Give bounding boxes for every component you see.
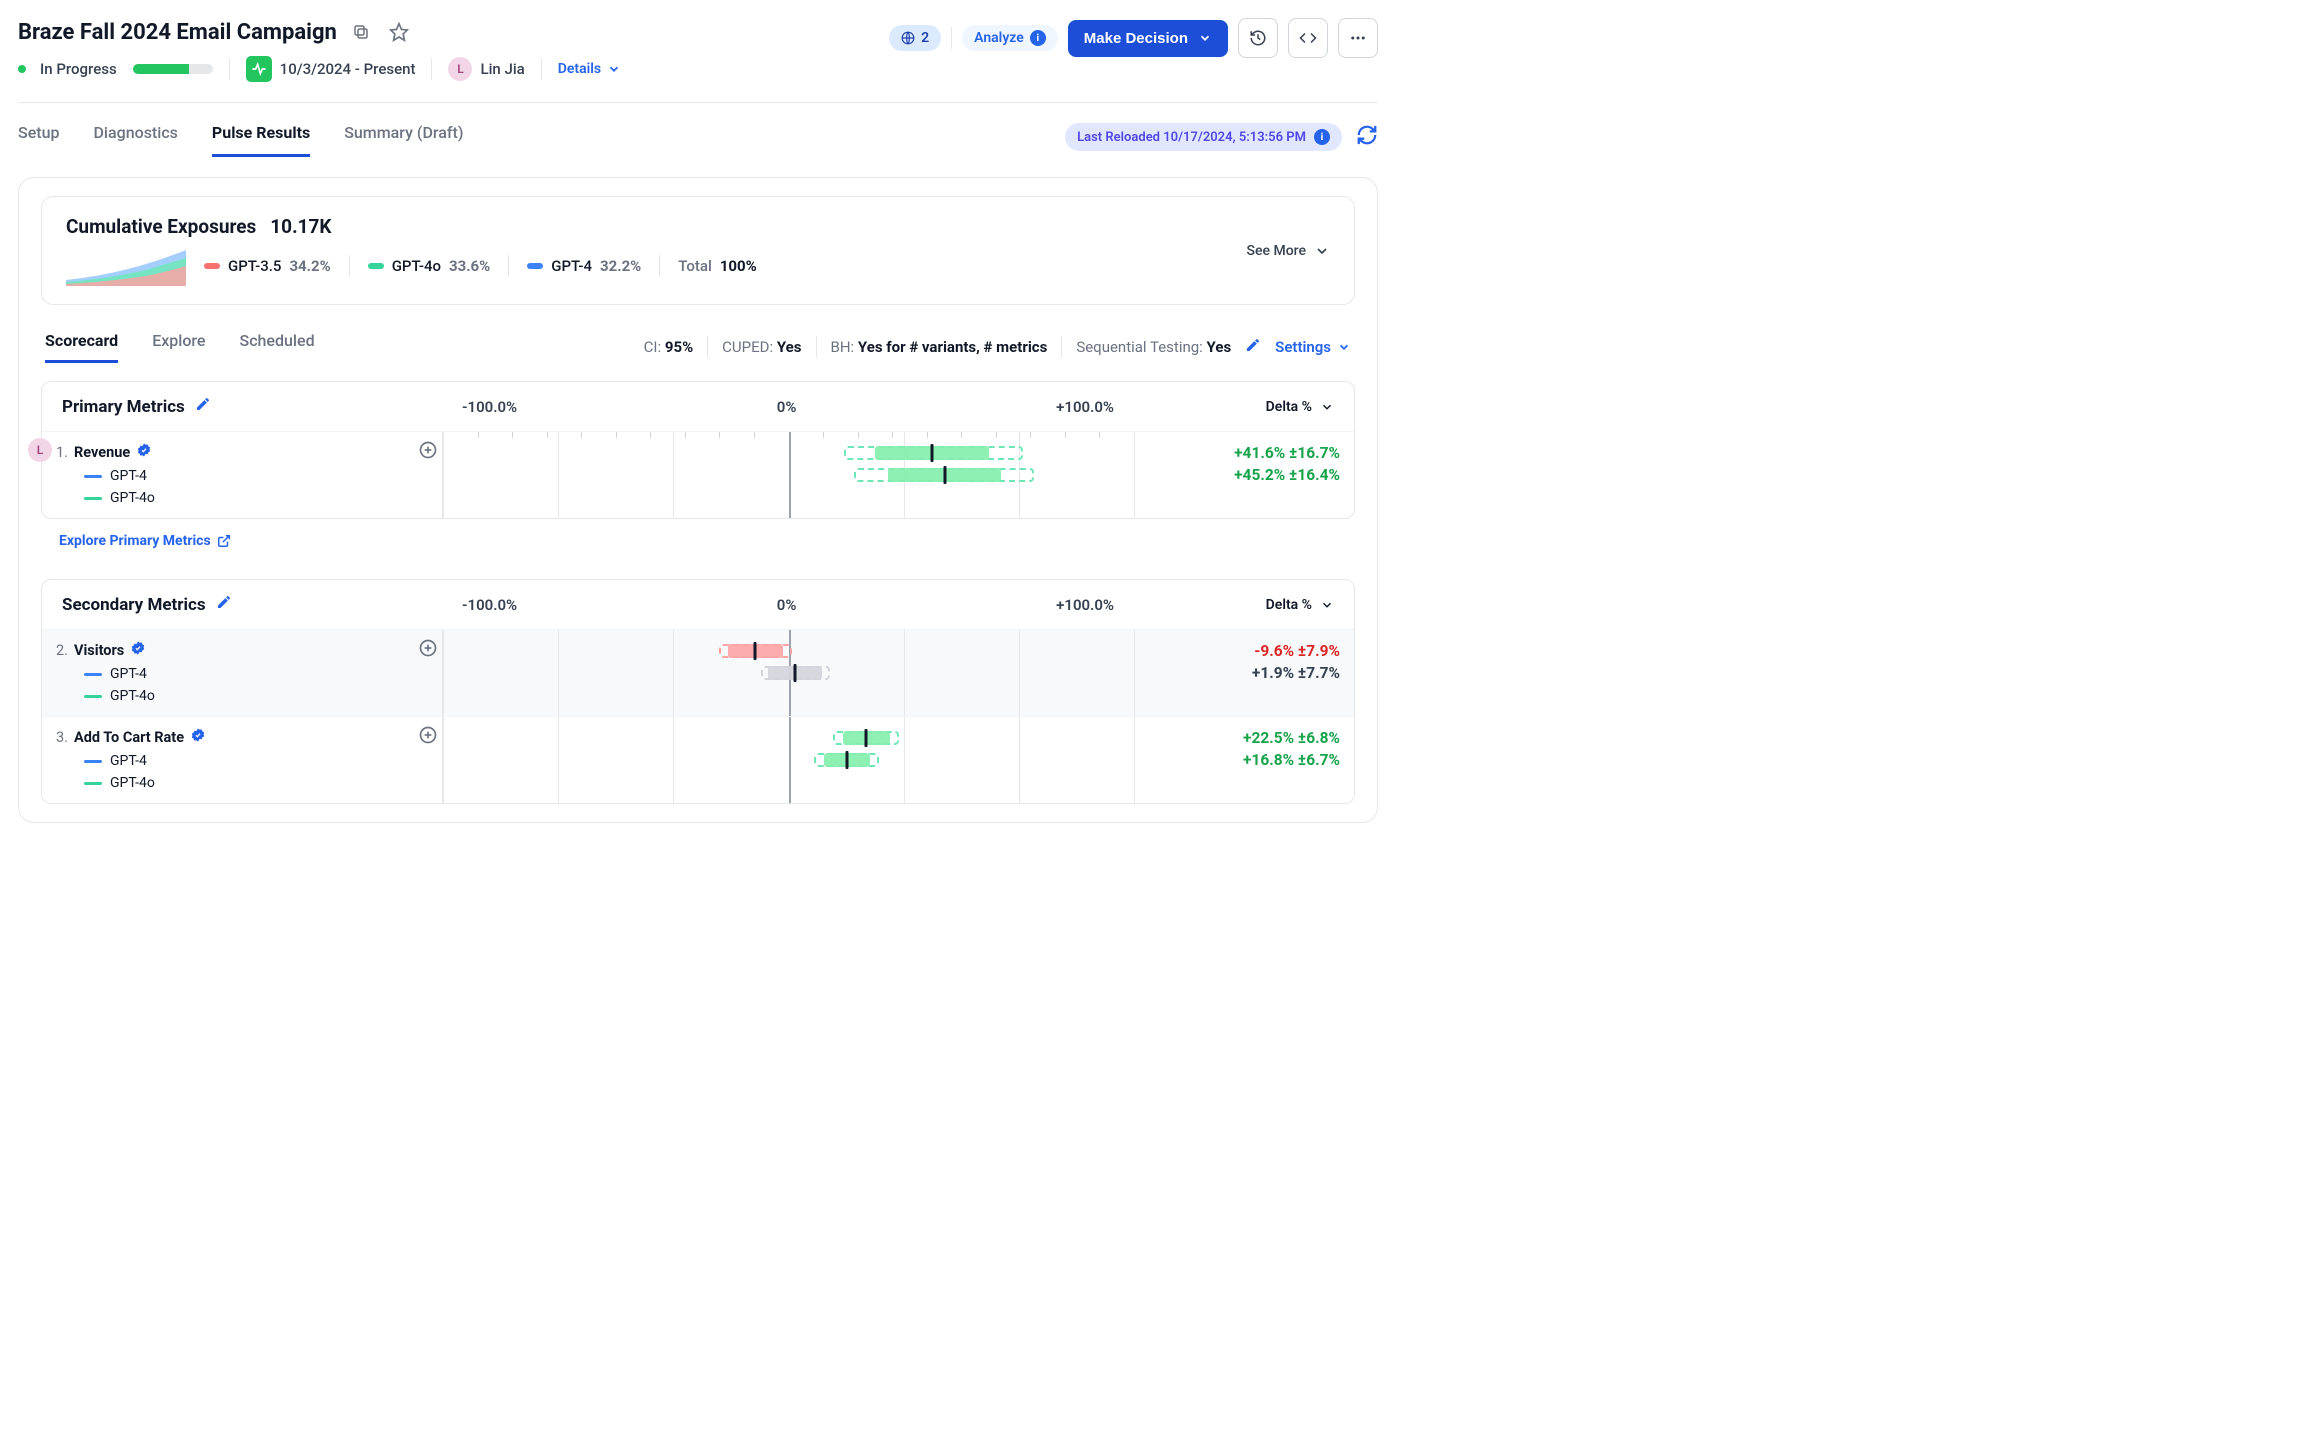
page-title: Braze Fall 2024 Email Campaign xyxy=(18,20,337,45)
verified-icon xyxy=(130,640,146,660)
add-metric-button[interactable] xyxy=(418,638,438,662)
date-range: 10/3/2024 - Present xyxy=(246,56,416,82)
verified-icon xyxy=(136,442,152,462)
refresh-button[interactable] xyxy=(1356,124,1378,150)
delta-value: +1.9% ±7.7% xyxy=(1138,664,1340,682)
info-icon: i xyxy=(1314,129,1330,145)
main-tabs: Setup Diagnostics Pulse Results Summary (Dr… xyxy=(18,117,463,157)
last-reloaded-chip[interactable]: Last Reloaded 10/17/2024, 5:13:56 PM i xyxy=(1065,123,1342,151)
status-badge: In Progress xyxy=(18,60,117,78)
variant-label: GPT-4 xyxy=(56,666,428,682)
subtab-explore[interactable]: Explore xyxy=(152,331,205,363)
analyze-button[interactable]: Analyze i xyxy=(962,25,1058,51)
count-chip[interactable]: 2 xyxy=(889,25,941,51)
edit-metrics-button[interactable] xyxy=(195,396,211,417)
exposures-card: Cumulative Exposures 10.17K GPT-3.534.2%… xyxy=(41,196,1355,305)
legend-total: Total 100% xyxy=(678,257,756,275)
edit-metrics-button[interactable] xyxy=(216,594,232,615)
chevron-down-icon xyxy=(607,62,621,76)
delta-value: +41.6% ±16.7% xyxy=(1138,444,1340,462)
copy-icon[interactable] xyxy=(347,18,375,46)
sparkline-chart xyxy=(66,246,186,286)
metric-name[interactable]: 3. Add To Cart Rate xyxy=(56,727,428,747)
exposures-total: 10.17K xyxy=(270,215,331,238)
owner[interactable]: L Lin Jia xyxy=(448,57,524,81)
metrics-section-title: Secondary Metrics xyxy=(62,594,462,615)
legend-item: GPT-4o33.6% xyxy=(368,257,491,275)
explore-primary-link[interactable]: Explore Primary Metrics xyxy=(41,519,1355,555)
external-link-icon xyxy=(217,534,231,548)
pulse-icon xyxy=(246,56,272,82)
ci-chart xyxy=(442,630,1134,716)
see-more-button[interactable]: See More xyxy=(1247,243,1330,259)
secondary-metrics-table: Secondary Metrics -100.0%0%+100.0%Delta … xyxy=(41,579,1355,804)
progress-bar xyxy=(133,64,213,74)
globe-icon xyxy=(901,31,915,45)
axis-labels: -100.0%0%+100.0% xyxy=(462,398,1114,416)
details-button[interactable]: Details xyxy=(558,61,621,77)
delta-selector[interactable]: Delta % xyxy=(1114,597,1334,613)
settings-button[interactable]: Settings xyxy=(1275,338,1351,356)
info-icon: i xyxy=(1030,30,1046,46)
delta-value: +22.5% ±6.8% xyxy=(1138,729,1340,747)
variant-label: GPT-4o xyxy=(56,688,428,704)
add-metric-button[interactable] xyxy=(418,440,438,464)
exposures-title: Cumulative Exposures xyxy=(66,215,256,238)
make-decision-button[interactable]: Make Decision xyxy=(1068,20,1228,57)
chevron-down-icon xyxy=(1198,31,1212,45)
metric-name[interactable]: 1. Revenue xyxy=(56,442,428,462)
ci-stat: CI: 95% xyxy=(644,338,694,356)
delta-value: +45.2% ±16.4% xyxy=(1138,466,1340,484)
star-icon[interactable] xyxy=(385,18,413,46)
delta-value: -9.6% ±7.9% xyxy=(1138,642,1340,660)
ci-chart xyxy=(442,432,1134,518)
history-icon xyxy=(1249,29,1267,47)
subtab-scheduled[interactable]: Scheduled xyxy=(240,331,315,363)
code-button[interactable] xyxy=(1288,18,1328,58)
legend-item: GPT-3.534.2% xyxy=(204,257,331,275)
more-horizontal-icon xyxy=(1349,29,1367,47)
metric-name[interactable]: 2. Visitors xyxy=(56,640,428,660)
verified-icon xyxy=(190,727,206,747)
more-button[interactable] xyxy=(1338,18,1378,58)
bh-stat: BH: Yes for # variants, # metrics xyxy=(831,338,1048,356)
metric-row: 2. Visitors GPT-4 GPT-4o -9.6% ±7.9% +1.9% … xyxy=(42,629,1354,716)
code-icon xyxy=(1299,29,1317,47)
history-button[interactable] xyxy=(1238,18,1278,58)
variant-label: GPT-4o xyxy=(56,775,428,791)
seq-stat: Sequential Testing: Yes xyxy=(1076,338,1231,356)
metric-row: L1. Revenue GPT-4GPT-4o+41.6% ±16.7%+45.… xyxy=(42,431,1354,518)
scorecard-tabs: Scorecard Explore Scheduled xyxy=(45,331,315,363)
edit-stats-button[interactable] xyxy=(1245,337,1261,357)
variant-label: GPT-4o xyxy=(56,490,428,506)
delta-value: +16.8% ±6.7% xyxy=(1138,751,1340,769)
status-text: In Progress xyxy=(40,60,117,78)
cuped-stat: CUPED: Yes xyxy=(722,338,801,356)
variant-label: GPT-4 xyxy=(56,753,428,769)
axis-labels: -100.0%0%+100.0% xyxy=(462,596,1114,614)
variant-label: GPT-4 xyxy=(56,468,428,484)
legend-item: GPT-432.2% xyxy=(527,257,641,275)
primary-metrics-table: Primary Metrics -100.0%0%+100.0%Delta % … xyxy=(41,381,1355,519)
avatar: L xyxy=(28,438,52,462)
metric-row: 3. Add To Cart Rate GPT-4 GPT-4o +22.5% ±6… xyxy=(42,716,1354,803)
subtab-scorecard[interactable]: Scorecard xyxy=(45,331,118,363)
chevron-down-icon xyxy=(1314,243,1330,259)
chevron-down-icon xyxy=(1337,340,1351,354)
tab-diagnostics[interactable]: Diagnostics xyxy=(93,117,177,157)
tab-summary-draft-[interactable]: Summary (Draft) xyxy=(344,117,463,157)
tab-setup[interactable]: Setup xyxy=(18,117,59,157)
add-metric-button[interactable] xyxy=(418,725,438,749)
avatar: L xyxy=(448,57,472,81)
tab-pulse-results[interactable]: Pulse Results xyxy=(212,117,310,157)
ci-chart xyxy=(442,717,1134,803)
metrics-section-title: Primary Metrics xyxy=(62,396,462,417)
delta-selector[interactable]: Delta % xyxy=(1114,399,1334,415)
progress-fill xyxy=(133,64,189,74)
